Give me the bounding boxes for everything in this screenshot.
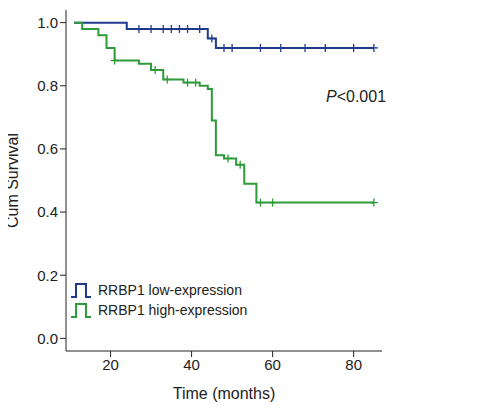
svg-text:0.2: 0.2 — [37, 267, 58, 284]
html-text:P <0.001: P <0.001 — [326, 88, 387, 105]
svg-text:20: 20 — [102, 356, 119, 373]
svg-text:0.0: 0.0 — [37, 330, 58, 347]
svg-text:60: 60 — [264, 356, 281, 373]
html-text:RRBP1 low-expression: RRBP1 low-expression — [98, 282, 242, 298]
svg-text:1.0: 1.0 — [37, 14, 58, 31]
svg-text:0.4: 0.4 — [37, 203, 58, 220]
svg-text:Cum Survival: Cum Survival — [8, 133, 21, 228]
html-text:RRBP1 high-expression: RRBP1 high-expression — [98, 302, 248, 318]
svg-text:0.6: 0.6 — [37, 140, 58, 157]
svg-text:80: 80 — [345, 356, 362, 373]
svg-text:40: 40 — [183, 356, 200, 373]
svg-text:0.8: 0.8 — [37, 77, 58, 94]
svg-text:Time (months): Time (months) — [173, 385, 276, 402]
